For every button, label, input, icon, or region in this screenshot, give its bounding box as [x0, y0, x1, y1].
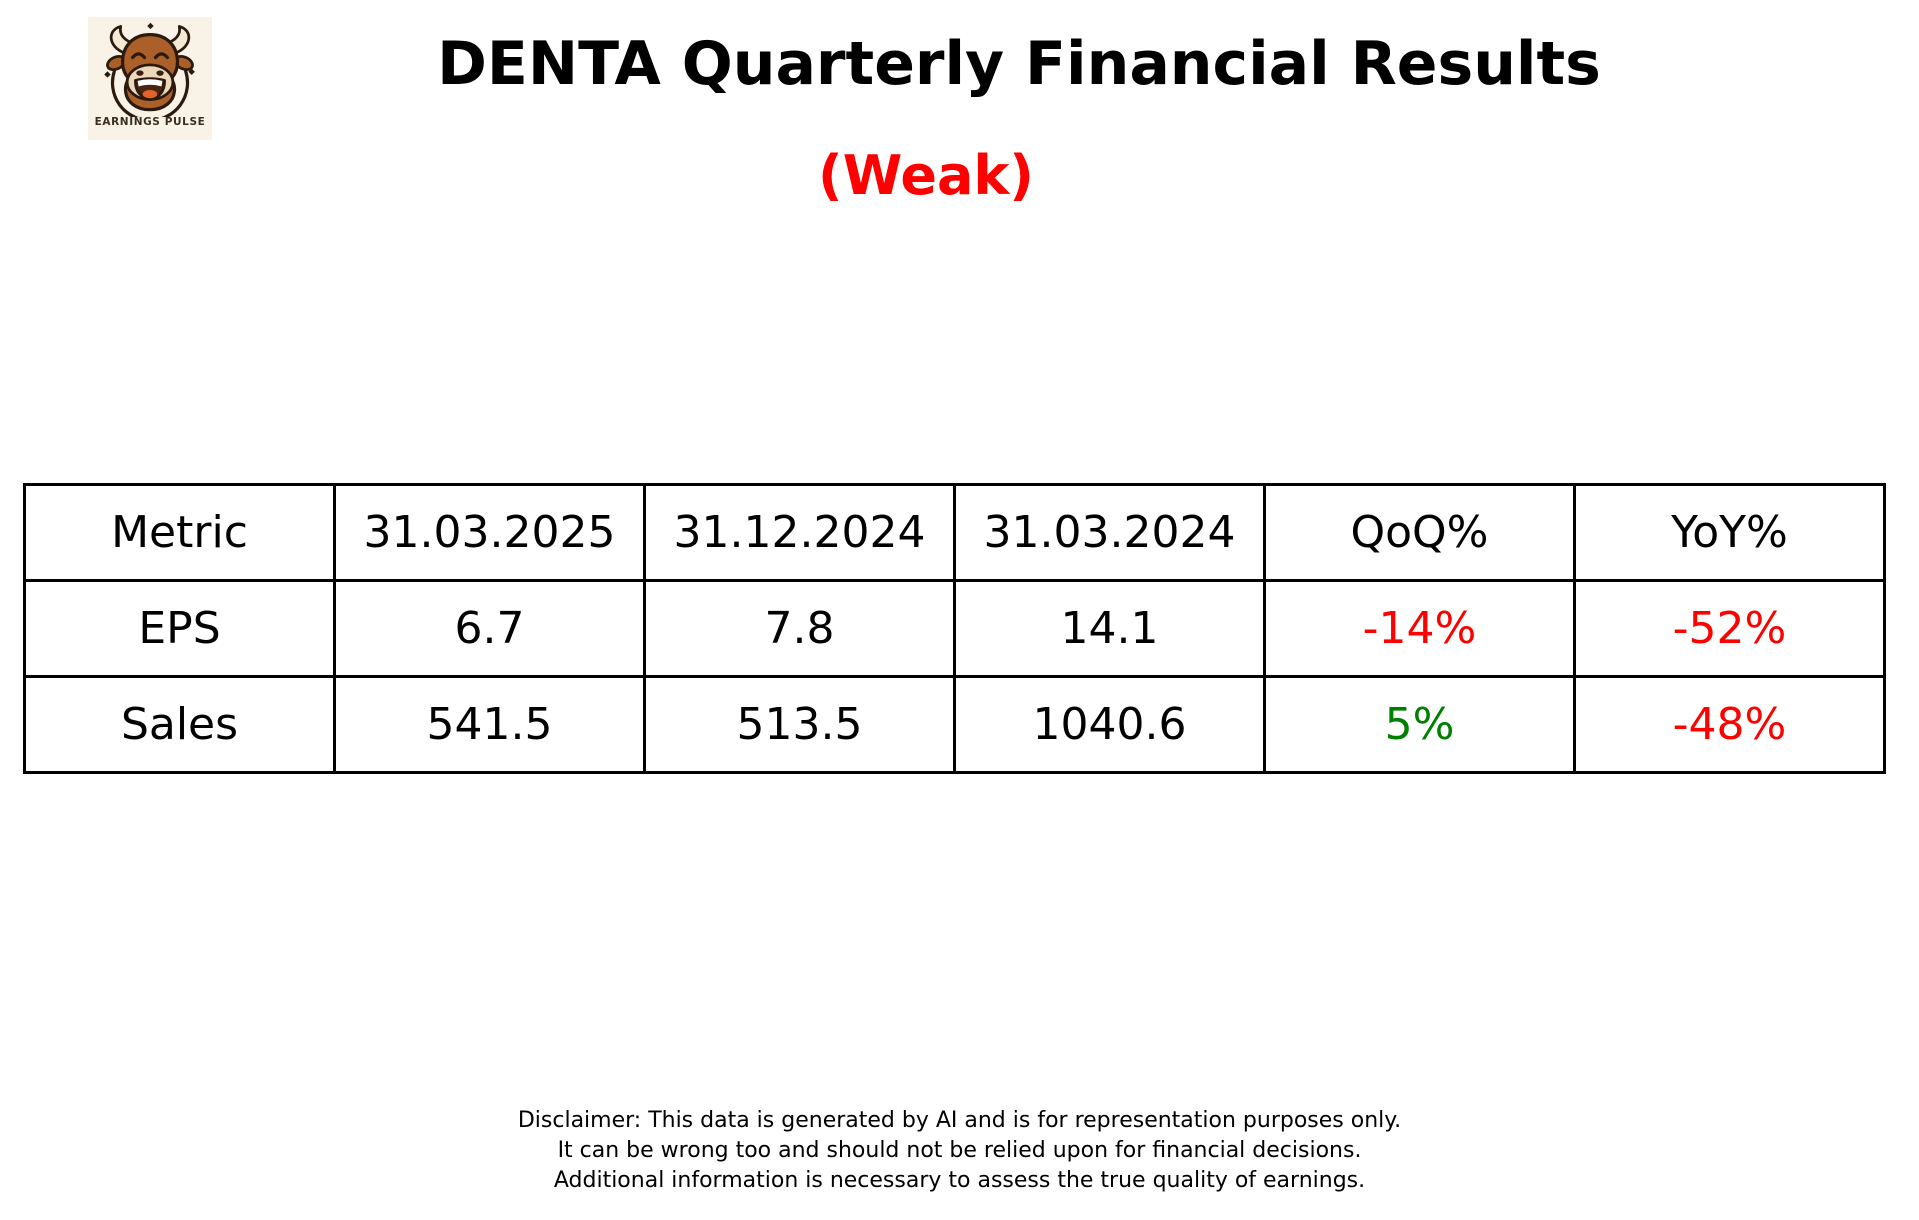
- disclaimer-line-3: Additional information is necessary to a…: [553, 1168, 1366, 1193]
- eps-yoy-cell: -52%: [1573, 579, 1886, 678]
- eps-yearago-cell: 14.1: [953, 579, 1266, 678]
- sales-yearago-cell: 1040.6: [953, 675, 1266, 774]
- table-row-sales: Sales 541.5 513.5 1040.6 5% -48%: [23, 675, 1886, 774]
- eps-previous-cell: 7.8: [643, 579, 956, 678]
- sales-previous-cell: 513.5: [643, 675, 956, 774]
- table-row-eps: EPS 6.7 7.8 14.1 -14% -52%: [23, 579, 1886, 678]
- col-header-yoy: YoY%: [1573, 483, 1886, 582]
- disclaimer: Disclaimer: This data is generated by AI…: [0, 1106, 1919, 1196]
- col-header-q-previous: 31.12.2024: [643, 483, 956, 582]
- disclaimer-line-1: Disclaimer: This data is generated by AI…: [517, 1108, 1402, 1133]
- financial-results-table: Metric 31.03.2025 31.12.2024 31.03.2024 …: [23, 483, 1886, 774]
- page-title: DENTA Quarterly Financial Results: [437, 29, 1601, 99]
- col-header-q-current: 31.03.2025: [333, 483, 646, 582]
- col-header-q-yearago: 31.03.2024: [953, 483, 1266, 582]
- disclaimer-line-2: It can be wrong too and should not be re…: [557, 1138, 1362, 1163]
- sales-yoy-cell: -48%: [1573, 675, 1886, 774]
- brand-name: EARNINGS PULSE: [94, 116, 206, 128]
- verdict-label: (Weak): [818, 144, 1034, 207]
- sales-metric-cell: Sales: [23, 675, 336, 774]
- eps-current-cell: 6.7: [333, 579, 646, 678]
- col-header-qoq: QoQ%: [1263, 483, 1576, 582]
- col-header-metric: Metric: [23, 483, 336, 582]
- laughing-bull-icon: [104, 22, 195, 117]
- table-header-row: Metric 31.03.2025 31.12.2024 31.03.2024 …: [23, 483, 1886, 582]
- sales-current-cell: 541.5: [333, 675, 646, 774]
- eps-qoq-cell: -14%: [1263, 579, 1576, 678]
- sales-qoq-cell: 5%: [1263, 675, 1576, 774]
- eps-metric-cell: EPS: [23, 579, 336, 678]
- brand-logo: EARNINGS PULSE: [88, 17, 212, 140]
